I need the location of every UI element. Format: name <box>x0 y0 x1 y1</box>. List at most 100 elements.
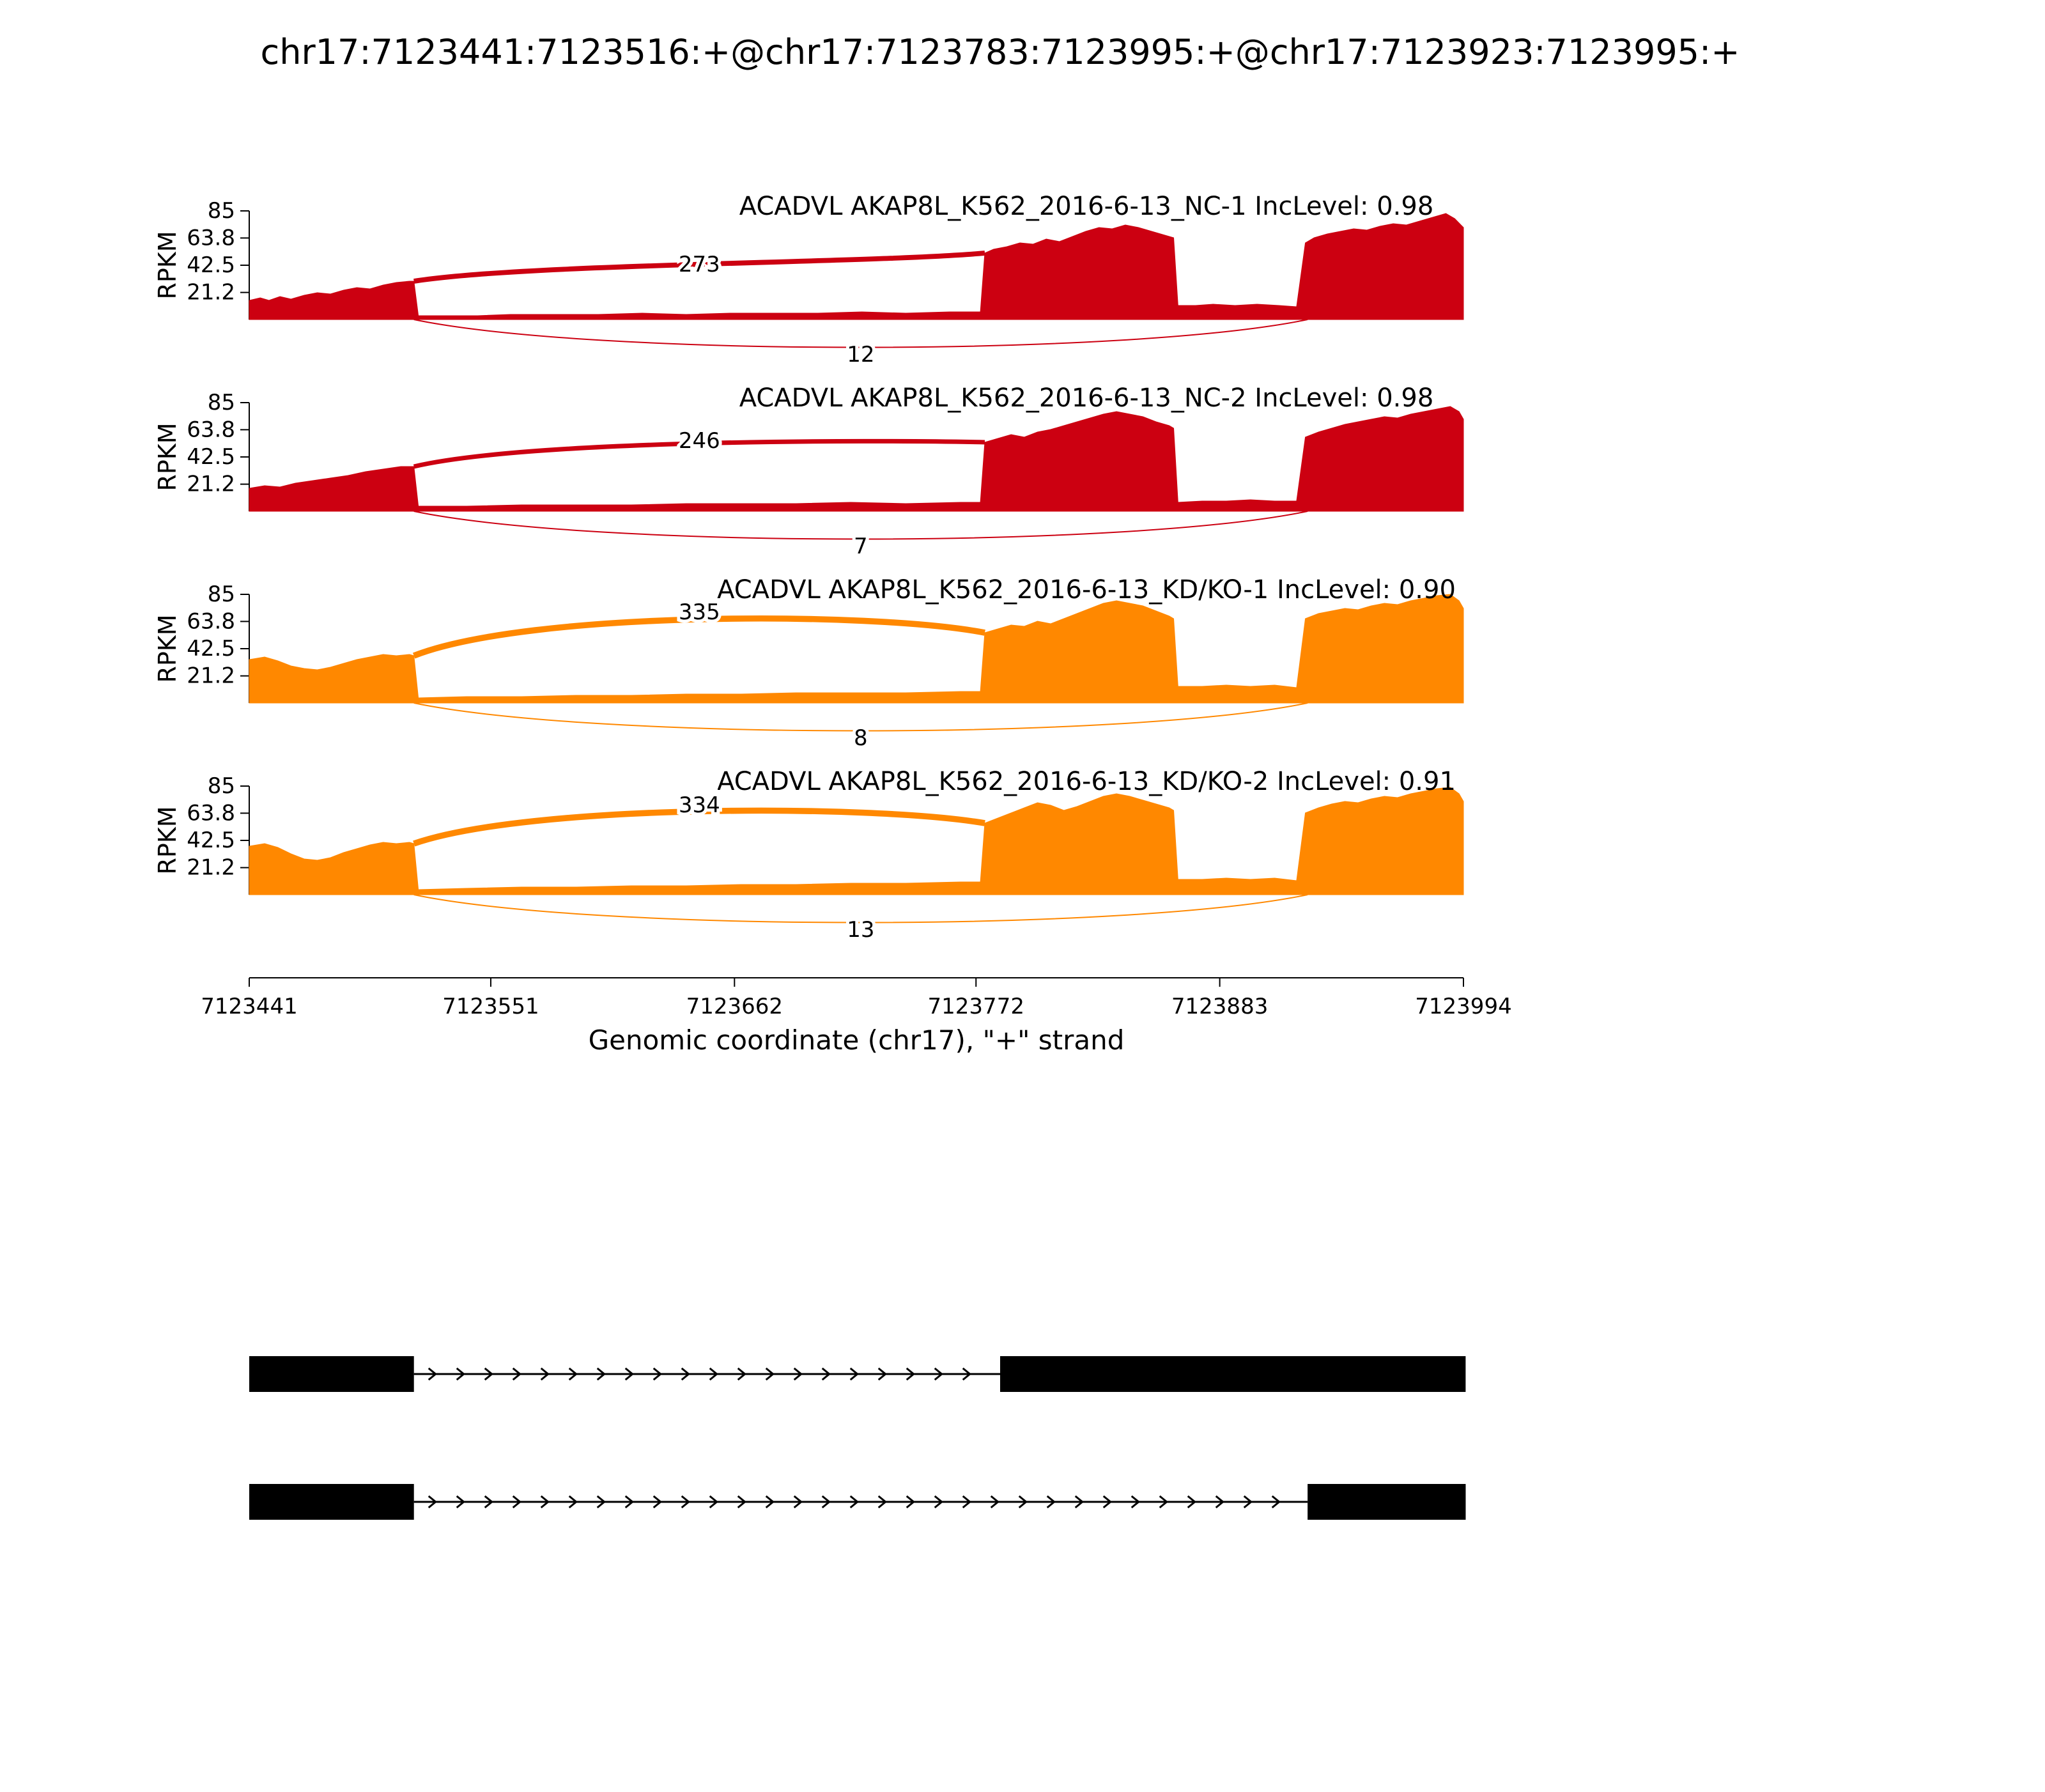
strand-arrow-icon <box>652 1367 663 1381</box>
strand-arrow-icon <box>1074 1495 1084 1509</box>
junction-count-label: 334 <box>679 792 720 818</box>
x-axis-title: Genomic coordinate (chr17), "+" strand <box>589 1024 1125 1056</box>
junction-arc-inclusion <box>412 615 985 659</box>
y-tick-label: 85 <box>208 582 235 607</box>
junction-count-label: 8 <box>854 725 868 751</box>
strand-arrow-icon <box>877 1495 888 1509</box>
strand-arrow-icon <box>765 1367 775 1381</box>
strand-arrow-icon <box>596 1367 606 1381</box>
junction-count-label: 13 <box>847 917 874 943</box>
strand-arrow-icon <box>906 1495 916 1509</box>
coverage-area <box>249 787 1464 895</box>
y-tick-label: 21.2 <box>187 855 235 881</box>
strand-arrow-icon <box>512 1367 522 1381</box>
strand-arrow-icon <box>681 1367 691 1381</box>
strand-arrow-icon <box>456 1367 466 1381</box>
junction-count-label: 7 <box>854 534 868 559</box>
strand-arrow-icon <box>1243 1495 1253 1509</box>
strand-arrow-icon <box>428 1495 438 1509</box>
coverage-track-4: 21.242.563.885 RPKM ACADVL AKAP8L_K562_201… <box>153 767 1464 946</box>
isoform-2 <box>249 1484 1466 1520</box>
y-axis-title: RPKM <box>153 614 181 683</box>
strand-arrow-icon <box>821 1495 831 1509</box>
strand-arrow-icon <box>540 1495 550 1509</box>
y-tick-label: 63.8 <box>187 800 235 826</box>
track-title: ACADVL AKAP8L_K562_2016-6-13_KD/KO-1 Inc… <box>717 575 1456 605</box>
strand-arrow-icon <box>1187 1495 1197 1509</box>
isoform-layer <box>249 1356 1466 1520</box>
junction-arc-inclusion <box>413 807 985 847</box>
y-tick-label: 42.5 <box>187 444 235 470</box>
strand-arrow-icon <box>765 1495 775 1509</box>
coverage-area <box>249 594 1464 704</box>
coverage-track-1: 21.242.563.885 RPKM ACADVL AKAP8L_K562_201… <box>153 192 1464 371</box>
strand-arrow-icon <box>484 1367 494 1381</box>
track-title: ACADVL AKAP8L_K562_2016-6-13_KD/KO-2 Inc… <box>717 767 1456 796</box>
strand-arrow-icon <box>709 1367 719 1381</box>
y-axis-title: RPKM <box>153 422 181 491</box>
strand-arrow-icon <box>428 1367 438 1381</box>
y-tick-label: 85 <box>208 198 235 224</box>
xaxis-layer: 7123441 7123551 7123662 7123772 7123883 71239… <box>201 977 1512 1019</box>
y-axis-title: RPKM <box>153 231 181 299</box>
y-tick-label: 85 <box>208 773 235 799</box>
y-tick-label: 42.5 <box>187 636 235 661</box>
strand-arrow-icon <box>1046 1495 1056 1509</box>
x-tick-label: 7123662 <box>686 994 783 1019</box>
y-tick-label: 21.2 <box>187 472 235 497</box>
strand-arrow-icon <box>540 1367 550 1381</box>
x-tick-label: 7123994 <box>1415 994 1511 1019</box>
coverage-area <box>249 213 1464 320</box>
coverage-track-2: 21.242.563.885 RPKM ACADVL AKAP8L_K562_201… <box>153 383 1464 562</box>
y-tick-label: 63.8 <box>187 608 235 634</box>
junction-count-label: 12 <box>847 342 874 367</box>
strand-arrow-icon <box>484 1495 494 1509</box>
junction-arc-skipping <box>413 894 1308 923</box>
y-tick-label: 63.8 <box>187 417 235 442</box>
strand-arrow-icon <box>962 1367 972 1381</box>
y-tick-label: 42.5 <box>187 252 235 278</box>
exon-box <box>1308 1484 1466 1520</box>
strand-arrow-icon <box>934 1495 944 1509</box>
isoform-1 <box>249 1356 1466 1392</box>
strand-arrow-icon <box>906 1367 916 1381</box>
plot-title: chr17:7123441:7123516:+@chr17:7123783:71… <box>261 32 1740 72</box>
junction-arc-skipping <box>413 319 1308 348</box>
strand-arrow-icon <box>793 1495 803 1509</box>
x-tick-label: 7123441 <box>201 994 297 1019</box>
y-tick-label: 21.2 <box>187 663 235 689</box>
junction-count-label: 246 <box>679 428 720 454</box>
strand-arrow-icon <box>652 1495 663 1509</box>
exon-box <box>249 1484 414 1520</box>
junction-count-label: 273 <box>679 252 720 277</box>
strand-arrow-icon <box>1131 1495 1141 1509</box>
junction-arc-skipping <box>413 511 1308 540</box>
junction-count-label: 335 <box>679 599 720 625</box>
x-tick-label: 7123551 <box>442 994 539 1019</box>
strand-arrow-icon <box>1215 1495 1225 1509</box>
strand-arrow-icon <box>737 1495 747 1509</box>
y-tick-label: 42.5 <box>187 828 235 853</box>
strand-arrow-icon <box>596 1495 606 1509</box>
y-tick-label: 21.2 <box>187 280 235 305</box>
exon-box <box>249 1356 414 1392</box>
strand-arrow-icon <box>681 1495 691 1509</box>
strand-arrow-icon <box>793 1367 803 1381</box>
strand-arrow-icon <box>877 1367 888 1381</box>
y-tick-label: 85 <box>208 390 235 415</box>
strand-arrow-icon <box>990 1495 1000 1509</box>
track-title: ACADVL AKAP8L_K562_2016-6-13_NC-1 IncLev… <box>739 192 1434 221</box>
exon-box <box>1000 1356 1466 1392</box>
strand-arrow-icon <box>456 1495 466 1509</box>
junction-arc-inclusion <box>413 251 985 284</box>
strand-arrow-icon <box>709 1495 719 1509</box>
x-tick-label: 7123772 <box>928 994 1024 1019</box>
y-axis-title: RPKM <box>153 806 181 874</box>
strand-arrow-icon <box>624 1495 635 1509</box>
strand-arrow-icon <box>821 1367 831 1381</box>
strand-arrow-icon <box>1018 1495 1028 1509</box>
strand-arrow-icon <box>962 1495 972 1509</box>
junction-arc-skipping <box>413 702 1308 732</box>
